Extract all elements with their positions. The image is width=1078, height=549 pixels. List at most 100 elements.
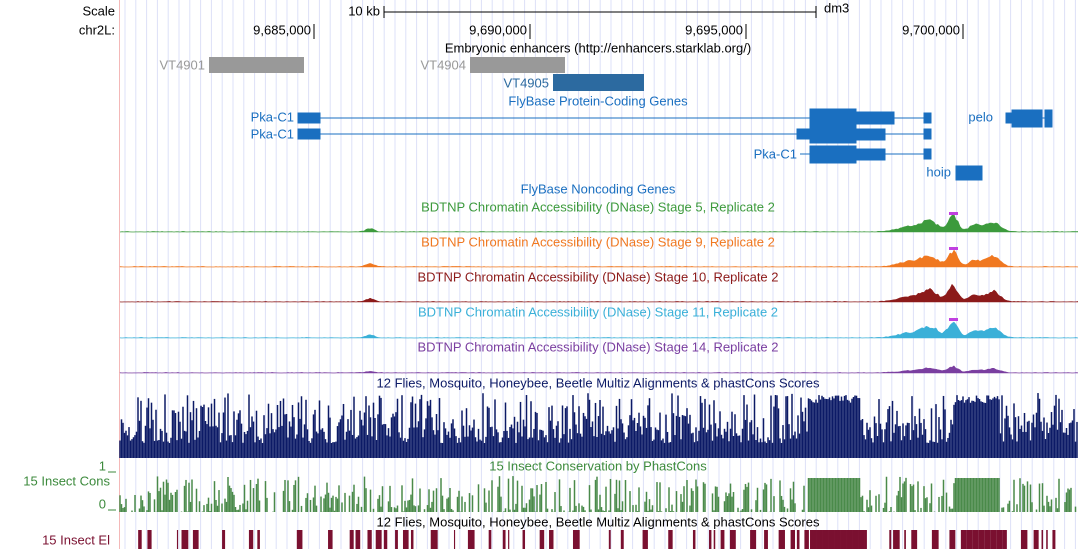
element xyxy=(430,530,438,549)
enhancer xyxy=(553,74,644,91)
element xyxy=(750,530,757,549)
element xyxy=(984,530,991,549)
position: 9,695,000 xyxy=(685,22,743,37)
chrom-label: chr2L: xyxy=(79,22,115,37)
element xyxy=(355,530,361,549)
element xyxy=(972,530,979,549)
element xyxy=(778,530,785,549)
element xyxy=(410,530,414,549)
signal-track xyxy=(119,365,1078,374)
element xyxy=(502,530,506,549)
track-title: FlyBase Protein-Coding Genes xyxy=(508,93,688,108)
genes xyxy=(297,108,1053,181)
element xyxy=(852,530,859,549)
element xyxy=(222,530,226,549)
assembly: dm3 xyxy=(824,0,849,15)
element xyxy=(846,530,853,549)
element xyxy=(858,530,865,549)
scale-label: Scale xyxy=(82,3,115,18)
enhancer-label: VT4901 xyxy=(159,57,205,72)
element xyxy=(949,530,956,549)
scale-bar-label: 10 kb xyxy=(348,3,380,18)
element xyxy=(816,530,823,549)
element xyxy=(1033,530,1039,549)
track-title: 12 Flies, Mosquito, Honeybee, Beetle Mul… xyxy=(377,514,820,529)
gene-label: Pka-C1 xyxy=(754,146,797,161)
element xyxy=(642,530,648,549)
axis-ticks xyxy=(108,471,116,511)
element xyxy=(349,530,354,549)
element xyxy=(864,530,867,549)
element xyxy=(893,530,900,549)
side-label: 15 Insect Cons xyxy=(23,473,110,488)
element xyxy=(796,530,800,549)
element xyxy=(395,530,398,549)
element xyxy=(709,530,712,549)
element xyxy=(978,530,985,549)
enhancer xyxy=(470,57,565,73)
element xyxy=(810,530,817,549)
gene-label: Pka-C1 xyxy=(251,109,294,124)
track-title: BDTNP Chromatin Accessibility (DNase) St… xyxy=(421,199,775,214)
element xyxy=(383,530,388,549)
signal-track xyxy=(119,213,1078,233)
enhancer-label: VT4904 xyxy=(420,57,466,72)
element xyxy=(488,530,492,549)
signal-track xyxy=(119,249,1078,268)
element xyxy=(138,530,142,549)
gene-label: Pka-C1 xyxy=(251,126,294,141)
element xyxy=(375,530,382,549)
element xyxy=(549,530,554,549)
element xyxy=(990,530,997,549)
element xyxy=(572,530,580,549)
element xyxy=(1041,530,1044,549)
track-title: Embryonic enhancers (http://enhancers.st… xyxy=(445,40,751,55)
track-title: BDTNP Chromatin Accessibility (DNase) St… xyxy=(421,234,775,249)
element xyxy=(713,530,716,549)
signals xyxy=(119,212,1078,549)
element xyxy=(608,530,611,549)
element xyxy=(720,530,725,549)
element xyxy=(1002,530,1007,549)
signal-track xyxy=(119,283,1078,303)
element xyxy=(960,530,967,549)
element xyxy=(904,530,906,549)
element xyxy=(453,530,456,549)
element xyxy=(147,530,152,549)
element xyxy=(539,530,545,549)
enhancer xyxy=(209,57,304,73)
element xyxy=(248,530,254,549)
element xyxy=(192,530,199,549)
element xyxy=(467,530,475,549)
position: 9,685,000 xyxy=(253,22,311,37)
element xyxy=(804,530,809,549)
element xyxy=(176,530,179,549)
element xyxy=(257,530,260,549)
element xyxy=(508,530,510,549)
element xyxy=(840,530,847,549)
position: 9,700,000 xyxy=(902,22,960,37)
element xyxy=(834,530,841,549)
scale-bar xyxy=(383,6,817,18)
track-title: FlyBase Noncoding Genes xyxy=(521,181,676,196)
side-label: 15 Insect El xyxy=(42,532,110,547)
axis-label: 1 xyxy=(99,458,106,473)
element xyxy=(620,530,624,549)
element xyxy=(790,530,795,549)
track-title: BDTNP Chromatin Accessibility (DNase) St… xyxy=(417,269,778,284)
axis-label: 0 xyxy=(99,496,106,511)
element xyxy=(931,530,939,549)
signal-track xyxy=(119,321,1078,339)
element xyxy=(911,530,918,549)
enhancer-label: VT4905 xyxy=(503,75,549,90)
element xyxy=(889,530,892,549)
peak-marker xyxy=(949,212,958,215)
element xyxy=(966,530,973,549)
gene-label: pelo xyxy=(968,109,993,124)
element xyxy=(996,530,1003,549)
element xyxy=(668,530,673,549)
element xyxy=(1052,530,1056,549)
position-ticks xyxy=(313,24,964,39)
track-title: 15 Insect Conservation by PhastCons xyxy=(489,458,707,473)
